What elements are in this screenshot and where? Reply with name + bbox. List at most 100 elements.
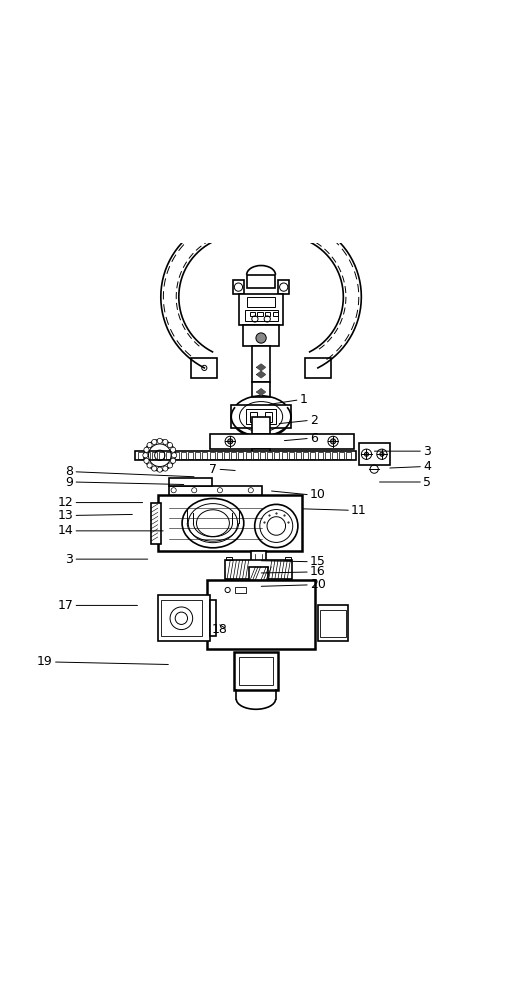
Bar [226,579,232,582]
Bar [275,452,280,459]
Bar [296,452,301,459]
Bar [252,449,270,455]
Bar [273,312,278,316]
Polygon shape [257,389,265,395]
Bar [265,412,272,422]
Bar [339,452,344,459]
Bar [303,452,308,459]
Polygon shape [257,364,265,370]
Circle shape [168,463,173,468]
Circle shape [157,467,162,472]
Bar [203,452,207,459]
Bar [234,652,278,690]
Circle shape [380,452,384,456]
Bar [247,275,276,288]
Text: 9: 9 [66,476,73,489]
Circle shape [227,439,233,444]
Text: 3: 3 [423,445,431,458]
Text: 13: 13 [57,509,73,522]
Bar [210,600,216,636]
Text: 11: 11 [351,504,367,517]
Text: 16: 16 [310,565,326,578]
Bar [169,486,262,495]
Bar [317,452,323,459]
Bar [181,452,186,459]
Bar [359,443,390,465]
Text: 8: 8 [65,465,73,478]
Bar [285,579,291,582]
Bar [224,452,229,459]
Circle shape [163,466,168,471]
Bar [325,452,330,459]
Bar [150,503,161,544]
Bar [158,495,302,551]
Bar [188,452,193,459]
Circle shape [143,453,148,458]
Circle shape [330,439,336,444]
Bar [159,452,164,459]
Bar [253,452,258,459]
Bar [166,452,172,459]
Bar [245,310,278,321]
Bar [252,417,270,434]
Bar [238,452,244,459]
Circle shape [144,458,149,463]
Bar [320,610,346,637]
Bar [158,595,210,641]
Bar [195,452,200,459]
Bar [305,358,331,378]
Bar [250,312,255,316]
Bar [231,452,236,459]
Bar [252,382,270,397]
Bar [233,280,244,294]
Circle shape [151,466,157,471]
Text: 5: 5 [423,476,431,489]
Bar [239,657,272,685]
Bar [152,452,157,459]
Circle shape [364,452,369,456]
Text: 2: 2 [310,414,318,427]
Bar [239,294,283,325]
Text: 10: 10 [310,488,326,501]
Bar [278,280,290,294]
Bar [210,452,215,459]
Bar [145,452,150,459]
Text: 15: 15 [310,555,326,568]
Bar [346,452,352,459]
Bar [267,452,272,459]
Text: 12: 12 [57,496,73,509]
Bar [135,451,356,460]
Bar [282,452,287,459]
Bar [260,452,265,459]
Text: 17: 17 [57,599,73,612]
Text: 19: 19 [37,655,53,668]
Bar [252,346,270,382]
Bar [246,409,277,424]
Circle shape [147,463,152,468]
Bar [243,325,279,346]
Bar [289,452,294,459]
Bar [217,452,222,459]
Bar [250,412,257,422]
Bar [231,405,291,428]
Bar [332,452,337,459]
Bar [246,452,251,459]
Bar [225,560,292,579]
Text: 3: 3 [66,553,73,566]
Bar [265,312,270,316]
Circle shape [151,439,157,445]
Text: 14: 14 [57,524,73,537]
Circle shape [147,443,152,448]
Circle shape [172,453,177,458]
Bar [210,434,354,449]
Bar [207,580,315,649]
Bar [169,478,211,486]
Polygon shape [257,371,265,378]
Circle shape [157,438,162,443]
Circle shape [168,443,173,448]
Circle shape [171,458,176,463]
Bar [251,551,266,567]
Bar [226,557,232,560]
Circle shape [144,447,149,452]
Text: 4: 4 [423,460,431,473]
